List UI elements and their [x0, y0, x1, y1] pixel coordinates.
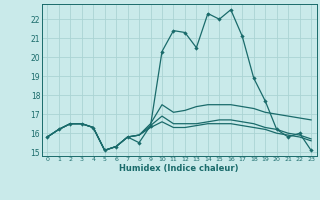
X-axis label: Humidex (Indice chaleur): Humidex (Indice chaleur) — [119, 164, 239, 173]
